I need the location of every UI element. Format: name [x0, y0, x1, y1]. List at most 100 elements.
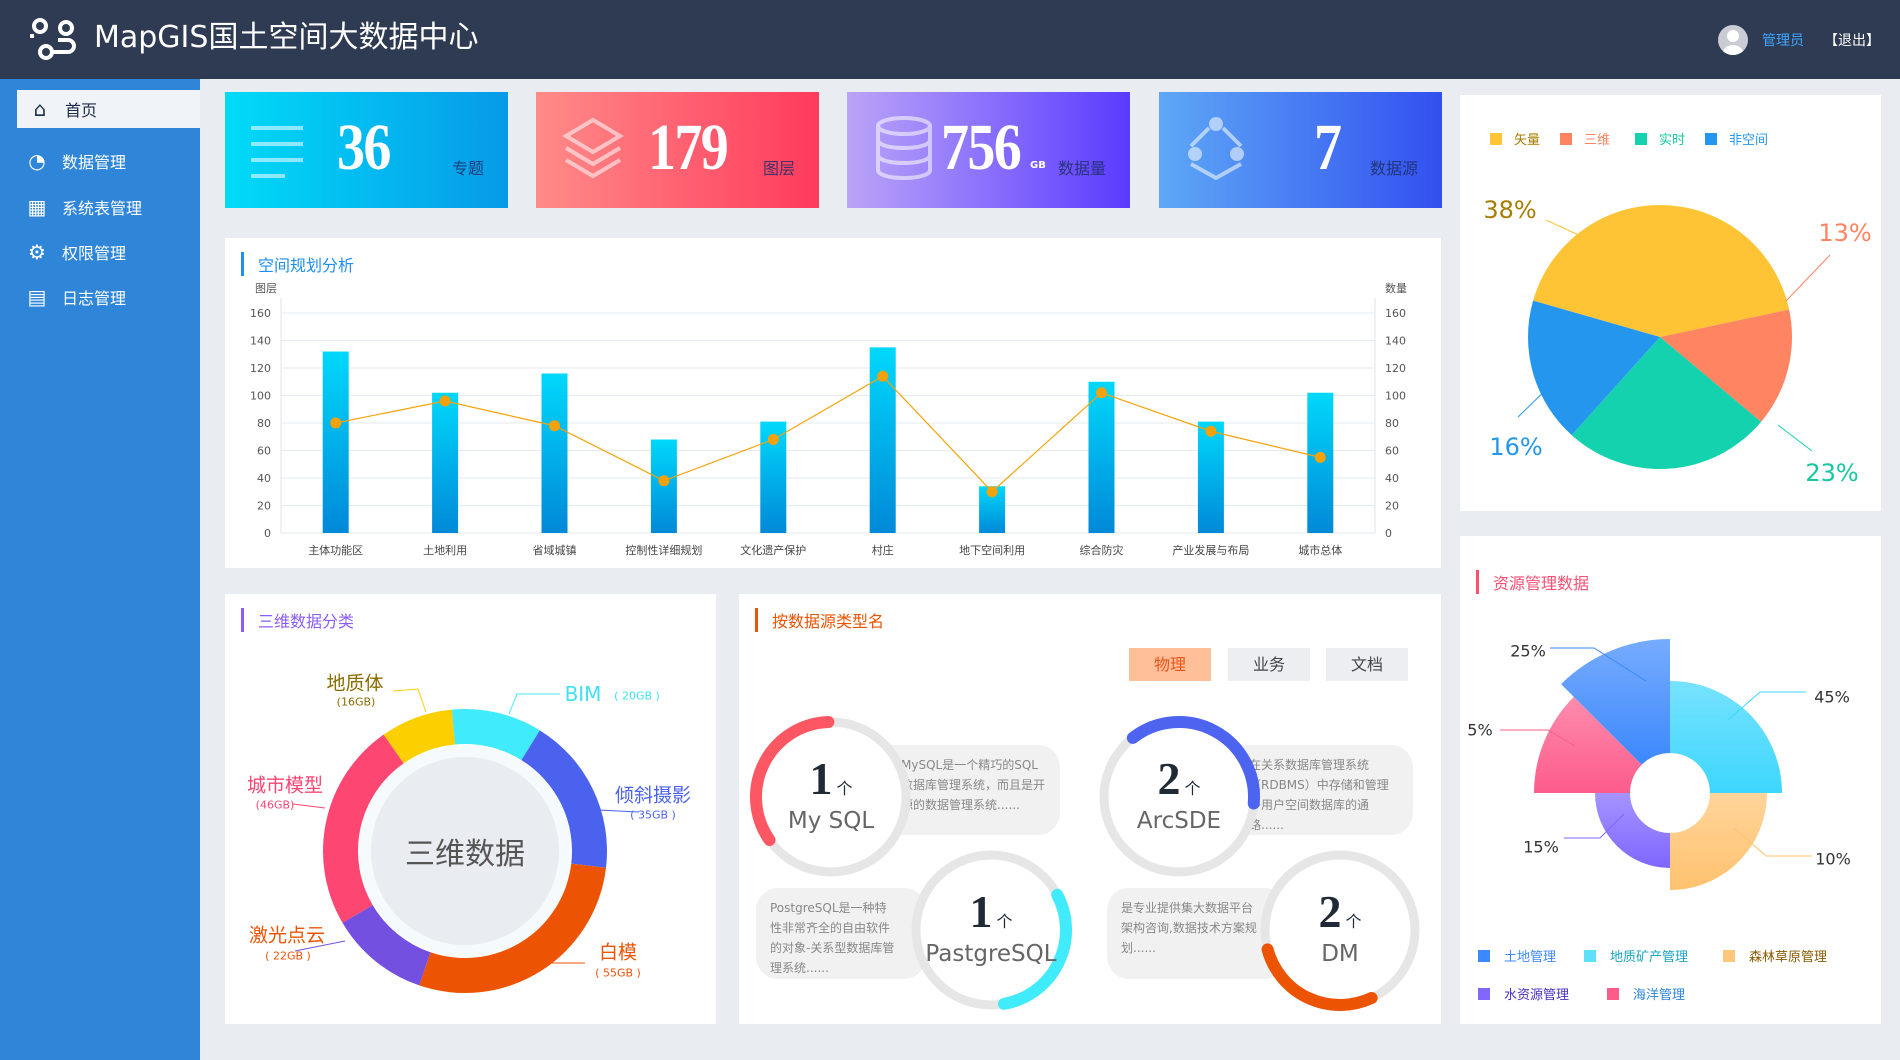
- y2-tick-label: 160: [1385, 307, 1406, 320]
- legend-label: 实时: [1659, 133, 1686, 148]
- y2-tick-label: 60: [1385, 445, 1399, 458]
- sidebar-item-permissions[interactable]: ⚙ 权限管理: [14, 233, 200, 271]
- sidebar-item-data[interactable]: ◔ 数据管理: [14, 142, 200, 180]
- sidebar-item-label: 日志管理: [62, 289, 127, 308]
- legend-item[interactable]: 实时: [1635, 129, 1685, 148]
- postgresql-description: PostgreSQL是一种特性非常齐全的自由软件的对象-关系型数据库管理系统..…: [756, 888, 926, 979]
- legend-swatch: [1560, 132, 1572, 145]
- 3d-data-panel: 三维数据分类 三维数据 地质体 (16GB) BIM ( 20GB ) 倾斜摄影( 35…: [225, 594, 716, 1024]
- leader-line: [392, 688, 427, 713]
- x-tick-label: 村庄: [872, 543, 894, 557]
- gauge-arc: [1126, 716, 1260, 810]
- rose-sector: [1534, 696, 1642, 793]
- spatial-planning-panel: 空间规划分析 0 0 20 20 40 40 60 60 80 80 100 100 120 120 140…: [225, 238, 1441, 568]
- dm-gauge[interactable]: 2 个 DM: [1255, 845, 1425, 1015]
- x-tick-label: 城市总体: [1298, 543, 1342, 557]
- gauge-ring: [911, 850, 1072, 1010]
- logout-button[interactable]: 【退出】: [1824, 33, 1880, 49]
- header: MapGIS国土空间大数据中心 管理员 【退出】: [0, 0, 1900, 79]
- donut-category-label: 倾斜摄影: [614, 784, 692, 807]
- donut-value-label: (16GB): [336, 695, 376, 709]
- legend-label: 三维: [1584, 133, 1611, 148]
- y2-tick-label: 80: [1385, 417, 1399, 430]
- y-tick-label: 140: [250, 335, 271, 348]
- panel-title: 按数据源类型名: [755, 608, 884, 632]
- sidebar-item-system-tables[interactable]: ▦ 系统表管理: [14, 188, 200, 226]
- rose-sector: [1561, 639, 1670, 765]
- sidebar-item-label: 首页: [65, 101, 98, 120]
- ring-center-disc: [371, 757, 559, 945]
- bar: [1088, 381, 1115, 533]
- logo-icon: [30, 18, 76, 60]
- legend-item[interactable]: 海洋管理: [1607, 984, 1685, 1003]
- y2-axis-title: 数量: [1385, 282, 1407, 295]
- dm-description: 是专业提供集大数据平台架构咨询,数据技术方案规划......: [1107, 888, 1287, 979]
- legend-item[interactable]: 矢量: [1490, 129, 1540, 148]
- bar: [1197, 421, 1224, 533]
- y2-tick-label: 100: [1385, 390, 1406, 403]
- legend-label: 地质矿产管理: [1610, 950, 1689, 965]
- legend-item[interactable]: 土地管理: [1478, 946, 1556, 965]
- tab-physical[interactable]: 物理: [1129, 648, 1211, 681]
- y2-tick-label: 40: [1385, 472, 1399, 485]
- x-tick-label: 土地利用: [423, 544, 467, 557]
- 3d-data-donut-chart: [292, 688, 640, 993]
- gauge-name: PastgreSQL: [925, 941, 1057, 967]
- sidebar-item-logs[interactable]: ▤ 日志管理: [14, 278, 200, 316]
- gauge-name: DM: [1321, 941, 1359, 967]
- legend-item[interactable]: 森林草原管理: [1723, 946, 1827, 965]
- gauge-unit: 个: [1345, 912, 1362, 931]
- bar: [322, 351, 349, 533]
- stat-card-data-volume[interactable]: 756 GB 数据量: [847, 92, 1130, 208]
- legend-label: 森林草原管理: [1749, 950, 1828, 965]
- legend-swatch: [1607, 987, 1619, 1000]
- user-name-link[interactable]: 管理员: [1762, 33, 1804, 49]
- legend-item[interactable]: 地质矿产管理: [1584, 946, 1688, 965]
- mysql-gauge[interactable]: 1 个 My SQL: [746, 712, 916, 882]
- legend-item[interactable]: 水资源管理: [1478, 984, 1569, 1003]
- line-point: [439, 395, 451, 407]
- chart-icon: ◔: [28, 149, 46, 173]
- line-point: [1205, 425, 1217, 437]
- calendar-icon: ▤: [27, 285, 47, 309]
- legend-item[interactable]: 非空间: [1705, 129, 1768, 148]
- donut-category-label: 地质体: [326, 672, 384, 695]
- y-tick-label: 100: [250, 390, 271, 403]
- gauge-ring: [750, 716, 911, 877]
- gear-icon: ⚙: [28, 240, 46, 264]
- tab-document[interactable]: 文档: [1326, 648, 1408, 681]
- rose-percent-label: 15%: [1523, 837, 1559, 857]
- sidebar-item-label: 数据管理: [62, 153, 127, 172]
- donut-category-label: 城市模型: [246, 774, 324, 797]
- rose-percent-label: 45%: [1814, 687, 1850, 707]
- donut-category-label: 激光点云: [248, 924, 326, 947]
- legend-swatch: [1635, 132, 1647, 145]
- gauge-unit: 个: [836, 779, 853, 798]
- line-point: [549, 420, 560, 432]
- y-tick-label: 160: [250, 307, 271, 320]
- donut-value-label: ( 20GB ): [614, 689, 660, 703]
- tab-business[interactable]: 业务: [1228, 648, 1310, 681]
- user-avatar-icon[interactable]: [1718, 25, 1748, 55]
- arcsde-gauge[interactable]: 2 个 ArcSDE: [1094, 712, 1264, 882]
- stat-card-topics[interactable]: 36 专题: [225, 92, 508, 208]
- legend-label: 矢量: [1514, 133, 1541, 148]
- stat-card-data-sources[interactable]: 7 数据源: [1159, 92, 1442, 208]
- y-tick-label: 80: [257, 417, 271, 430]
- data-type-pie-chart: [1517, 205, 1831, 469]
- sidebar-item-home[interactable]: ⌂ 首页: [14, 90, 200, 128]
- database-icon: [876, 116, 932, 181]
- donut-segment: [323, 734, 404, 923]
- pie-percent-label: 16%: [1489, 433, 1543, 461]
- table-icon: ▦: [27, 195, 47, 219]
- y2-tick-label: 20: [1385, 500, 1399, 513]
- stat-card-layers[interactable]: 179 图层: [536, 92, 819, 208]
- pie-slice: [1571, 337, 1762, 469]
- postgresql-gauge[interactable]: 1 个 PastgreSQL: [906, 845, 1076, 1015]
- legend-item[interactable]: 三维: [1560, 129, 1610, 148]
- rose-sector: [1670, 793, 1767, 890]
- legend-swatch: [1584, 949, 1596, 962]
- leader-line: [292, 803, 326, 809]
- donut-value-label: ( 35GB ): [630, 808, 676, 822]
